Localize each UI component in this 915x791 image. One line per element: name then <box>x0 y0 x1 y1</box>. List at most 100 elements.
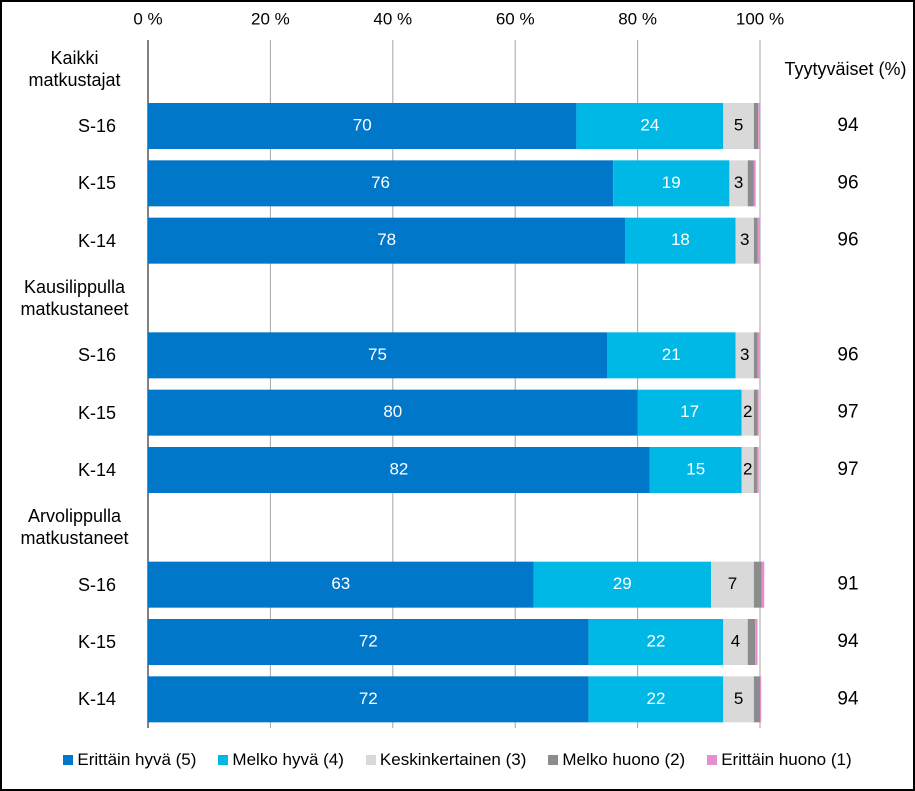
category-label: K-15 <box>77 632 117 652</box>
bar-segment <box>613 160 730 207</box>
bar-segment <box>148 561 534 608</box>
satisfied-value: 97 <box>837 459 858 480</box>
bar-segment <box>753 103 759 149</box>
bar-segment <box>588 676 724 723</box>
data-label: 2 <box>743 459 752 478</box>
bar-segment <box>637 389 742 436</box>
data-label: 29 <box>613 574 632 593</box>
bar-segment <box>757 217 760 264</box>
category-label: S-16 <box>77 116 117 136</box>
data-label: 72 <box>359 689 378 708</box>
data-label: 17 <box>680 402 699 421</box>
bar-segment <box>723 619 748 665</box>
category-label: K-14 <box>77 230 117 251</box>
legend-label: Melko hyvä (4) <box>232 750 344 769</box>
bar-segment <box>148 389 638 436</box>
satisfied-value: 94 <box>837 631 859 652</box>
data-label: 5 <box>734 689 743 708</box>
legend-item: Erittäin hyvä (5) <box>63 750 196 770</box>
bar-segment <box>747 619 756 665</box>
bar-segment <box>755 619 758 665</box>
bar-segment <box>148 332 607 379</box>
data-label: 70 <box>353 115 372 134</box>
bar-segment <box>148 217 626 264</box>
data-label: 4 <box>731 631 740 650</box>
satisfied-value: 91 <box>837 574 858 595</box>
satisfied-value: 96 <box>837 172 858 193</box>
bar-segment <box>649 447 742 493</box>
legend-label: Keskinkertainen (3) <box>379 750 527 769</box>
x-tick-label: 80 % <box>618 9 657 28</box>
bar-segment <box>753 332 758 379</box>
data-label: 75 <box>368 345 387 364</box>
bar-segment <box>148 447 650 493</box>
bar-segment <box>758 103 760 149</box>
bar-segment <box>756 447 759 493</box>
data-label: 63 <box>331 574 350 593</box>
legend-swatch <box>548 755 559 765</box>
bar-segment <box>148 676 589 723</box>
bar-segment <box>625 217 736 264</box>
bar-segment <box>148 160 614 207</box>
x-tick-label: 100 % <box>736 9 784 28</box>
legend-item: Keskinkertainen (3) <box>365 750 527 770</box>
data-label: 78 <box>377 230 396 249</box>
data-label: 3 <box>740 230 749 249</box>
data-label: 22 <box>646 631 665 650</box>
bar-segment <box>588 619 724 665</box>
category-label: K-14 <box>77 460 117 480</box>
category-label: S-16 <box>77 345 117 366</box>
x-tick-label: 20 % <box>251 9 290 28</box>
data-label: 80 <box>383 402 402 421</box>
data-label: 5 <box>734 115 743 134</box>
bar-segment <box>723 103 754 149</box>
bar-segment <box>723 676 754 723</box>
bar-segment <box>533 561 712 608</box>
satisfied-value: 96 <box>837 230 858 251</box>
legend-label: Erittäin huono (1) <box>721 750 852 769</box>
category-label: Kaikki matkustajat <box>28 47 121 90</box>
bar-segment <box>729 160 748 207</box>
data-label: 19 <box>662 173 681 192</box>
category-label: K-15 <box>77 173 117 194</box>
legend: Erittäin hyvä (5) Melko hyvä (4) Keskinker… <box>2 750 913 770</box>
bar-segment <box>757 389 759 436</box>
legend-item: Melko huono (2) <box>548 750 685 770</box>
data-label: 72 <box>359 631 378 650</box>
data-label: 15 <box>686 459 705 478</box>
legend-item: Melko hyvä (4) <box>218 750 344 770</box>
bar-segment <box>757 332 760 379</box>
data-label: 76 <box>371 173 390 192</box>
satisfied-value: 94 <box>837 115 859 136</box>
legend-swatch <box>63 755 74 765</box>
bar-segment <box>753 217 758 264</box>
data-label: 2 <box>743 402 752 421</box>
data-label: 21 <box>662 345 681 364</box>
bar-segment <box>761 561 765 608</box>
bar-segment <box>747 160 754 207</box>
category-label: Arvolippulla matkustaneet <box>20 506 129 549</box>
bar-segment <box>760 676 762 723</box>
satisfied-value: 97 <box>837 402 858 423</box>
data-label: 3 <box>740 345 749 364</box>
x-tick-label: 60 % <box>496 9 535 28</box>
bar-segment <box>753 676 760 723</box>
bar-segment <box>741 447 754 493</box>
bar-segment <box>148 103 577 149</box>
legend-swatch <box>707 755 718 765</box>
data-label: 82 <box>389 459 408 478</box>
bar-segment <box>753 447 757 493</box>
bar-segment <box>753 561 762 608</box>
satisfied-value: 96 <box>837 344 858 365</box>
category-label: Kausilippulla matkustaneet <box>20 277 129 319</box>
bar-segment <box>753 160 756 207</box>
x-tick-label: 0 % <box>133 9 162 28</box>
bar-segment <box>741 389 754 436</box>
legend-swatch <box>218 755 229 765</box>
data-label: 24 <box>640 115 659 134</box>
legend-label: Erittäin hyvä (5) <box>77 750 197 769</box>
category-label: S-16 <box>77 574 117 595</box>
data-label: 18 <box>671 230 690 249</box>
